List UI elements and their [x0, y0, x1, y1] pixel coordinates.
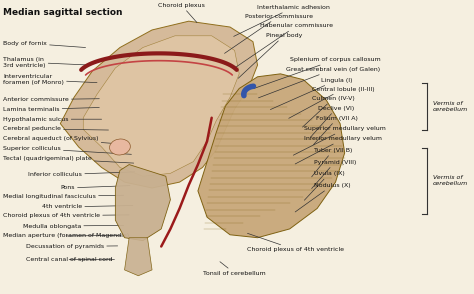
Text: Cerebral peduncle: Cerebral peduncle [3, 126, 109, 131]
Text: Medulla oblongata: Medulla oblongata [23, 223, 124, 228]
Text: Medial longitudinal fasciculus: Medial longitudinal fasciculus [3, 194, 124, 199]
Text: Median aperture (foramen of Magendie): Median aperture (foramen of Magendie) [3, 233, 129, 238]
Text: Folium (VII A): Folium (VII A) [313, 116, 358, 145]
Text: Vermis of
cerebellum: Vermis of cerebellum [433, 101, 468, 112]
Text: Thalamus (in
3rd ventricle): Thalamus (in 3rd ventricle) [3, 57, 90, 68]
Text: Nodulus (X): Nodulus (X) [295, 183, 350, 212]
Text: Median sagittal section: Median sagittal section [3, 8, 122, 17]
Text: Body of fornix: Body of fornix [3, 41, 85, 48]
Text: Choroid plexus: Choroid plexus [158, 3, 205, 23]
Text: Cerebral aqueduct (of Sylvius): Cerebral aqueduct (of Sylvius) [3, 136, 122, 144]
Text: Central canal of spinal cord: Central canal of spinal cord [26, 257, 114, 262]
Text: Interthalamic adhesion: Interthalamic adhesion [234, 5, 329, 36]
Text: Pineal body: Pineal body [238, 33, 302, 78]
Text: Lamina terminalis: Lamina terminalis [3, 107, 100, 112]
Text: Pyramid (VIII): Pyramid (VIII) [312, 160, 356, 188]
Text: Tuber (VII B): Tuber (VII B) [312, 148, 352, 177]
Text: Declive (VI): Declive (VI) [312, 106, 355, 136]
Ellipse shape [109, 139, 130, 155]
Text: Pons: Pons [60, 186, 130, 191]
Text: Anterior commissure: Anterior commissure [3, 97, 100, 102]
Polygon shape [198, 74, 345, 238]
Text: Inferior colliculus: Inferior colliculus [28, 172, 135, 177]
Text: Superior colliculus: Superior colliculus [3, 146, 131, 154]
Polygon shape [60, 21, 257, 188]
Text: Splenium of corpus callosum: Splenium of corpus callosum [254, 57, 381, 88]
Text: Vermis of
cerebellum: Vermis of cerebellum [433, 175, 468, 186]
Text: Lingula (I): Lingula (I) [270, 78, 352, 110]
Text: Habenular commissure: Habenular commissure [234, 24, 333, 69]
Text: Great cerebral vein (of Galen): Great cerebral vein (of Galen) [258, 67, 380, 98]
Text: Tonsil of cerebellum: Tonsil of cerebellum [203, 262, 266, 276]
Polygon shape [125, 238, 152, 276]
Polygon shape [115, 165, 170, 240]
Text: 4th ventricle: 4th ventricle [42, 205, 133, 210]
Polygon shape [83, 36, 239, 176]
Text: Choroid plexus of 4th ventricle: Choroid plexus of 4th ventricle [247, 233, 345, 253]
Text: Superior medullary velum: Superior medullary velum [293, 126, 386, 155]
Text: Central lobule (II-III): Central lobule (II-III) [289, 86, 374, 118]
Text: Hypothalamic sulcus: Hypothalamic sulcus [3, 117, 101, 122]
Text: Uvula (IX): Uvula (IX) [304, 171, 344, 200]
Text: Inferior medullary velum: Inferior medullary velum [295, 136, 383, 164]
Text: Choroid plexus of 4th ventricle: Choroid plexus of 4th ventricle [3, 213, 129, 218]
Text: Culmen (IV-V): Culmen (IV-V) [302, 96, 355, 127]
Text: Tectal (quadrigeminal) plate: Tectal (quadrigeminal) plate [3, 156, 134, 163]
Text: Interventricular
foramen (of Monro): Interventricular foramen (of Monro) [3, 74, 97, 85]
Text: Decussation of pyramids: Decussation of pyramids [26, 244, 118, 249]
Text: Posterior commissure: Posterior commissure [225, 14, 313, 54]
